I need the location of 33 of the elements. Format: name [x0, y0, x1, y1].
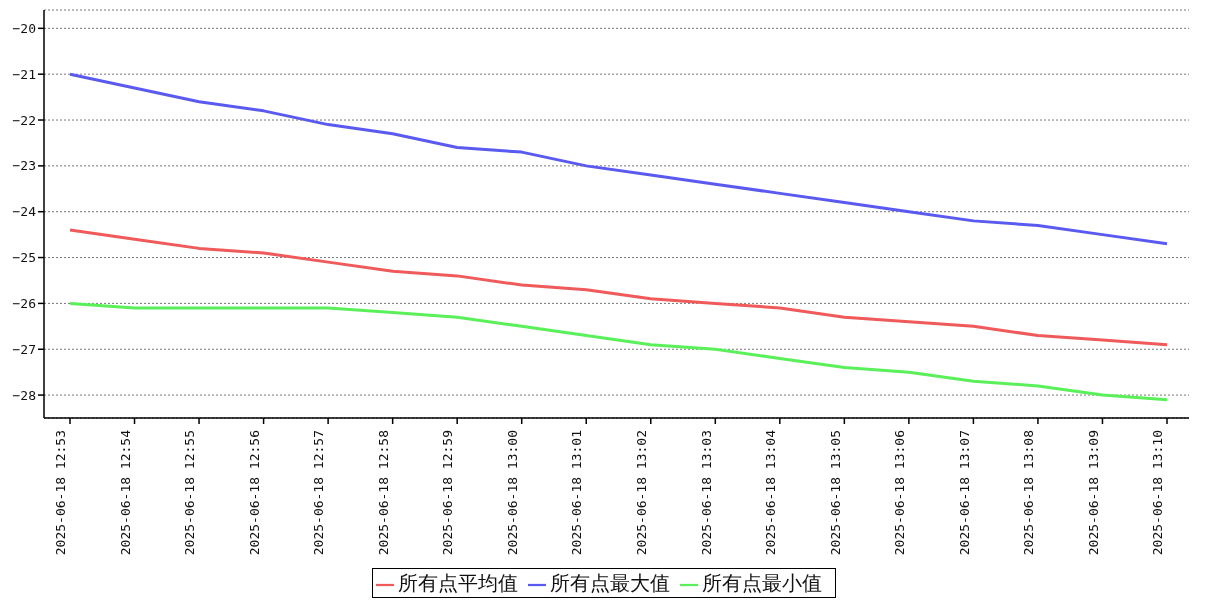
y-tick-label: −22	[12, 112, 36, 128]
x-tick-label: 2025-06-18 13:06	[892, 430, 908, 556]
legend-label: 所有点平均值	[397, 571, 518, 595]
y-tick-label: −27	[12, 341, 36, 357]
x-tick-label: 2025-06-18 13:02	[633, 430, 649, 556]
x-tick-label: 2025-06-18 13:03	[698, 430, 714, 556]
y-tick-label: −20	[12, 20, 36, 36]
y-tick-label: −24	[12, 204, 37, 220]
x-tick-label: 2025-06-18 12:58	[375, 430, 391, 556]
x-tick-label: 2025-06-18 12:59	[440, 430, 456, 556]
x-tick-label: 2025-06-18 12:56	[246, 430, 262, 556]
line-series	[68, 72, 1169, 246]
x-tick-label: 2025-06-18 13:00	[504, 430, 520, 556]
line-series	[68, 301, 1169, 402]
x-tick-label: 2025-06-18 13:07	[956, 430, 972, 556]
legend-label: 所有点最大值	[549, 571, 670, 595]
x-tick-label: 2025-06-18 13:10	[1150, 430, 1166, 556]
x-tick-label: 2025-06-18 13:04	[763, 429, 779, 556]
y-tick-label: −25	[12, 250, 36, 266]
x-tick-label: 2025-06-18 13:09	[1085, 430, 1101, 556]
line-series	[68, 228, 1169, 347]
x-tick-label: 2025-06-18 13:08	[1021, 430, 1037, 556]
x-tick-label: 2025-06-18 13:01	[569, 430, 585, 556]
y-tick-label: −23	[12, 158, 36, 174]
x-tick-label: 2025-06-18 12:53	[53, 430, 69, 556]
y-tick-label: −28	[12, 387, 36, 403]
x-tick-label: 2025-06-18 12:55	[182, 430, 198, 556]
x-tick-label: 2025-06-18 12:54	[117, 429, 133, 556]
x-tick-label: 2025-06-18 13:05	[827, 430, 843, 556]
y-tick-label: −26	[12, 296, 36, 312]
legend-label: 所有点最小值	[701, 571, 822, 595]
x-tick-label: 2025-06-18 12:57	[311, 430, 327, 556]
y-tick-label: −21	[12, 66, 36, 82]
